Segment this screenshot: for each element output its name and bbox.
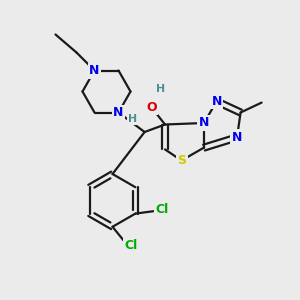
Text: N: N bbox=[113, 106, 124, 119]
Text: N: N bbox=[212, 95, 222, 108]
Text: N: N bbox=[199, 116, 209, 130]
Text: O: O bbox=[146, 101, 157, 114]
Text: S: S bbox=[177, 154, 186, 167]
Text: Cl: Cl bbox=[155, 203, 168, 216]
Text: N: N bbox=[89, 64, 100, 77]
Text: H: H bbox=[156, 84, 165, 94]
Text: H: H bbox=[128, 114, 137, 124]
Text: N: N bbox=[232, 131, 242, 144]
Text: Cl: Cl bbox=[124, 239, 138, 252]
